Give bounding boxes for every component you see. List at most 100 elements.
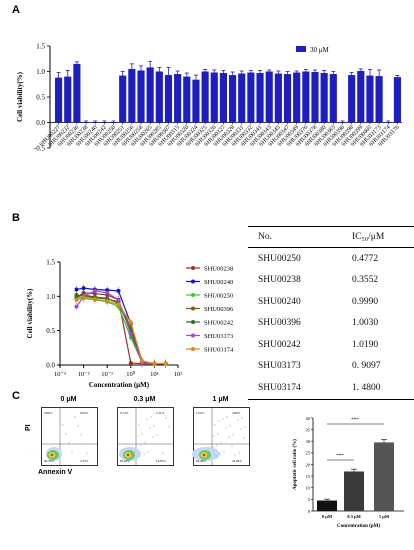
flow-event [62, 424, 64, 426]
a-bar [55, 77, 63, 123]
b-point [116, 288, 121, 293]
ic50-value: 0. 9097 [352, 361, 381, 372]
flow-event [162, 452, 164, 454]
flow-quadrant-value: 69.46% [196, 459, 206, 463]
b-x-label: Concentration (μM) [89, 381, 150, 389]
c-y-label: Apoptotic cell ratio (%) [293, 439, 298, 490]
ic50-table-header: No. IC₅₀/μM [248, 226, 414, 248]
flow-quadrant-value: 14.87% [156, 459, 166, 463]
flow-event [153, 425, 155, 427]
b-legend-marker [191, 320, 195, 324]
b-legend-marker [191, 333, 195, 338]
b-legend-label: SHU00242 [204, 320, 233, 327]
a-legend-swatch [296, 46, 306, 52]
ic50-row: SHU00238 0.3552 [248, 270, 414, 292]
c-y-tick-label: 15 [306, 474, 311, 479]
flow-event [150, 416, 152, 418]
flow-event [241, 417, 243, 419]
b-point [140, 358, 145, 363]
a-bar [201, 71, 209, 123]
flow-label-1: 0.3 μM [133, 396, 156, 403]
a-bar [329, 74, 337, 123]
flow-event [232, 434, 234, 436]
a-bar [229, 75, 237, 123]
b-point [81, 286, 86, 291]
b-point [116, 297, 121, 302]
a-bar [283, 74, 292, 123]
a-y-tick-label: 1.5 [36, 43, 45, 51]
b-x-tick-label: 10² [174, 371, 183, 378]
ic50-row: SHU00242 1.0190 [248, 334, 414, 356]
a-bar [109, 121, 118, 123]
b-legend-label: SHU00238 [204, 266, 233, 273]
c-y-tick-label: 20 [306, 462, 311, 467]
flow-event [74, 416, 76, 418]
flow-event [143, 453, 145, 455]
flow-event [152, 436, 154, 438]
a-bar [247, 72, 255, 123]
flow-density-peak [126, 453, 130, 457]
a-y-tick-label: 0.5 [36, 94, 45, 102]
a-bar [73, 63, 81, 123]
b-x-tick-label: 10¹ [150, 371, 159, 378]
flow-plot-2: 1.02% 4.86% 24.66% 69.46% [192, 407, 250, 466]
b-x-tick-label: 10⁰ [126, 370, 136, 378]
b-y-tick-label: 0.5 [46, 327, 55, 335]
flow-event [138, 424, 140, 426]
flow-event [228, 436, 230, 438]
b-y-tick-label: 0.0 [46, 362, 55, 370]
b-point [74, 287, 79, 292]
b-legend-label: SHU00250 [204, 293, 233, 300]
flow-quadrant-value: 4.86% [232, 411, 241, 415]
a-bar [100, 121, 108, 123]
b-legend-label: SHU03174 [204, 347, 234, 354]
flow-event [59, 415, 61, 417]
a-bar [164, 75, 173, 123]
flow-event [212, 446, 214, 448]
flow-event [156, 434, 158, 436]
b-x-tick-label: 10⁻² [78, 371, 90, 378]
flow-event [77, 425, 79, 427]
flow-event [137, 435, 139, 437]
flow-event [222, 418, 224, 420]
a-bar [219, 73, 227, 123]
flow-label-0: 0 μM [60, 396, 77, 403]
c-x-label: Concentration (μM) [337, 524, 380, 529]
a-bar [320, 73, 328, 123]
flow-event [80, 434, 82, 436]
flow-label-2: 1 μM [212, 396, 229, 403]
flow-event [65, 433, 67, 435]
c-bar [374, 442, 394, 511]
flow-event [214, 424, 216, 426]
b-legend-marker [191, 279, 195, 284]
b-point [81, 295, 86, 300]
flow-event [238, 452, 240, 454]
flow-quadrant-value: 0.74% [120, 411, 129, 415]
ic50-value: 1.0030 [352, 318, 379, 329]
c-y-tick-label: 0 [308, 509, 311, 514]
b-point [74, 304, 79, 309]
flow-plot-1: 0.74% 2.11% 14.87% 82.28% [117, 407, 174, 466]
c-y-tick-label: 35 [306, 427, 311, 432]
flow-event [141, 433, 143, 435]
a-bar [393, 77, 401, 123]
b-point [128, 360, 133, 365]
a-bar [146, 67, 154, 123]
flow-event [147, 451, 149, 453]
ic50-row: SHU00250 0.4772 [248, 248, 414, 270]
flow-event [234, 454, 236, 456]
b-point [105, 299, 110, 304]
a-bar [174, 74, 182, 123]
a-bar [137, 70, 145, 123]
flow-event [215, 455, 217, 457]
b-point [128, 332, 133, 337]
b-point [163, 361, 168, 366]
flow-event [146, 418, 148, 420]
flow-event [220, 442, 222, 444]
a-bar [64, 76, 72, 123]
a-bar [128, 68, 136, 123]
a-bar [311, 72, 319, 123]
b-point [128, 320, 133, 325]
ic50-header-no: No. [248, 226, 352, 248]
ic50-value: 0.9990 [352, 296, 379, 307]
